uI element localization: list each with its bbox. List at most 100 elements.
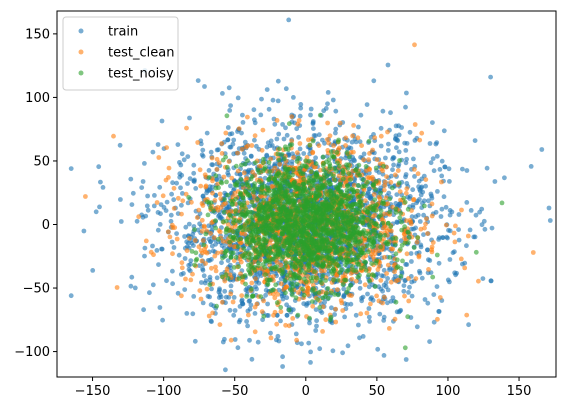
data-point-test-clean <box>202 172 208 178</box>
data-point-train <box>193 186 199 191</box>
data-point-test-noisy <box>366 231 372 237</box>
data-point-train <box>225 258 231 263</box>
data-point-test-clean <box>458 256 464 262</box>
data-point-test-noisy <box>237 219 243 225</box>
data-point-test-clean <box>278 309 284 315</box>
data-point-train <box>378 125 384 131</box>
data-point-test-noisy <box>326 265 331 270</box>
data-point-test-noisy <box>335 160 340 166</box>
data-point-test-noisy <box>242 161 248 167</box>
data-point-train <box>230 141 236 147</box>
data-point-train <box>443 204 449 210</box>
data-point-test-noisy <box>331 266 336 272</box>
data-point-train <box>195 227 201 233</box>
data-point-train <box>325 101 330 107</box>
data-point-train <box>220 91 225 96</box>
data-point-test-clean <box>277 161 283 167</box>
data-point-train <box>436 309 442 314</box>
data-point-test-clean <box>216 228 222 234</box>
data-point-train <box>171 245 177 250</box>
data-point-train <box>93 209 99 215</box>
data-point-test-clean <box>340 308 346 313</box>
data-point-train <box>435 189 440 194</box>
data-point-train <box>118 197 123 202</box>
data-point-test-clean <box>339 300 345 306</box>
data-point-test-clean <box>404 218 409 224</box>
data-point-train <box>322 299 327 305</box>
data-point-train <box>433 141 439 147</box>
data-point-train <box>284 295 290 301</box>
data-point-test-noisy <box>405 240 411 245</box>
data-point-test-clean <box>271 312 276 318</box>
data-point-test-clean <box>378 133 384 139</box>
data-point-test-clean <box>219 141 225 146</box>
data-point-train <box>367 186 373 192</box>
data-point-test-clean <box>200 203 206 208</box>
data-point-test-noisy <box>203 231 209 237</box>
data-point-test-clean <box>418 226 424 232</box>
data-point-test-noisy <box>223 229 229 235</box>
data-point-train <box>356 322 361 328</box>
data-point-test-noisy <box>381 163 386 169</box>
data-point-train <box>185 181 190 186</box>
data-point-train <box>431 319 437 325</box>
data-point-train <box>367 319 372 324</box>
data-point-train <box>426 198 431 204</box>
data-point-test-noisy <box>231 220 237 226</box>
data-point-test-noisy <box>392 242 398 248</box>
data-point-train <box>291 95 296 100</box>
data-point-test-clean <box>231 244 237 250</box>
data-point-test-clean <box>174 236 180 242</box>
data-point-train <box>275 78 281 84</box>
data-point-train <box>413 225 418 231</box>
data-point-test-clean <box>261 298 266 304</box>
data-point-test-noisy <box>216 236 221 242</box>
data-point-test-noisy <box>337 184 343 190</box>
data-point-train <box>200 300 206 306</box>
data-point-train <box>217 286 222 292</box>
data-point-train <box>417 219 423 224</box>
data-point-test-clean <box>239 146 245 152</box>
data-point-test-clean <box>143 238 149 244</box>
data-point-test-noisy <box>332 177 338 183</box>
data-point-train <box>428 160 434 166</box>
data-point-test-clean <box>379 217 385 222</box>
data-point-test-clean <box>230 299 236 305</box>
data-point-train <box>313 155 318 161</box>
data-point-train <box>306 340 312 346</box>
data-point-train <box>406 290 411 295</box>
data-point-test-noisy <box>205 212 211 218</box>
data-point-test-clean <box>351 149 356 155</box>
data-point-train <box>391 162 396 168</box>
data-point-train <box>403 357 409 362</box>
data-point-test-clean <box>406 298 412 304</box>
data-point-train <box>437 167 443 172</box>
data-point-train <box>401 288 407 294</box>
data-point-test-noisy <box>434 252 440 258</box>
data-point-train <box>222 336 227 342</box>
data-point-train <box>223 367 228 373</box>
data-point-train <box>436 237 441 242</box>
data-point-test-clean <box>224 266 230 272</box>
data-point-train <box>191 294 197 299</box>
data-point-test-clean <box>337 120 343 126</box>
data-point-train <box>472 138 478 144</box>
data-point-train <box>423 183 428 189</box>
data-point-train <box>368 296 374 302</box>
data-point-train <box>464 168 470 173</box>
data-point-train <box>404 156 409 162</box>
data-point-train <box>246 204 252 210</box>
data-point-test-clean <box>209 155 215 161</box>
data-point-test-noisy <box>258 294 264 299</box>
data-point-test-noisy <box>369 261 375 266</box>
data-point-train <box>410 187 416 193</box>
data-point-train <box>502 175 507 181</box>
data-point-train <box>195 78 201 83</box>
data-point-train <box>441 194 447 200</box>
data-point-test-noisy <box>269 193 275 198</box>
data-point-train <box>244 319 250 324</box>
data-point-test-clean <box>208 231 214 236</box>
data-point-test-noisy <box>233 211 239 217</box>
data-point-train <box>188 261 193 267</box>
data-point-train <box>316 132 322 138</box>
